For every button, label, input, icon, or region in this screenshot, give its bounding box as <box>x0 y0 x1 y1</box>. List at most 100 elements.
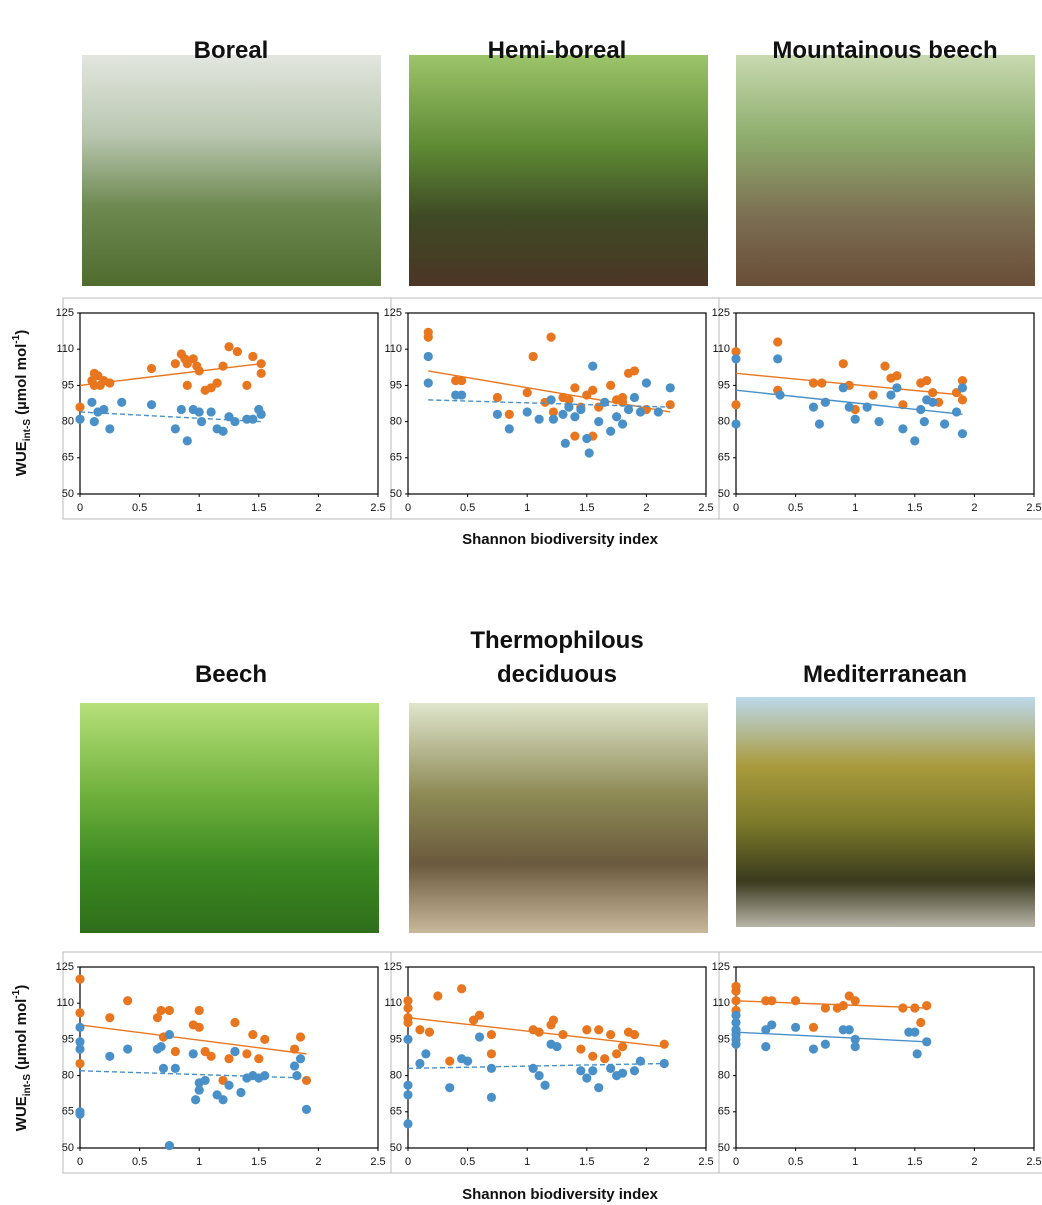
point <box>403 1119 412 1128</box>
point <box>523 388 532 397</box>
x-tick-label: 2.5 <box>370 1156 385 1168</box>
plot: 5065809511012500.511.522.5 <box>384 961 714 1168</box>
point <box>576 1066 585 1075</box>
x-tick-label: 2.5 <box>370 502 385 514</box>
point <box>839 359 848 368</box>
x-tick-label: 1 <box>196 502 202 514</box>
point <box>224 1054 233 1063</box>
point <box>612 1049 621 1058</box>
y-tick-label: 110 <box>384 343 402 355</box>
point <box>910 436 919 445</box>
x-tick-label: 2.5 <box>698 1156 713 1168</box>
point <box>424 378 433 387</box>
point <box>958 395 967 404</box>
point <box>487 1030 496 1039</box>
point <box>403 1090 412 1099</box>
y-tick-label: 65 <box>718 452 730 464</box>
point <box>845 1025 854 1034</box>
point <box>248 415 257 424</box>
y-tick-label: 80 <box>62 1070 74 1082</box>
point <box>75 403 84 412</box>
point <box>886 390 895 399</box>
trend-line <box>80 1071 306 1078</box>
point <box>809 1044 818 1053</box>
point <box>582 1025 591 1034</box>
point <box>851 1042 860 1051</box>
point <box>105 378 114 387</box>
point <box>457 390 466 399</box>
point <box>898 1003 907 1012</box>
point <box>475 1011 484 1020</box>
point <box>952 407 961 416</box>
y-tick-label: 50 <box>62 488 74 500</box>
panel-title: Thermophilous deciduous <box>412 612 702 692</box>
point <box>212 378 221 387</box>
point <box>809 403 818 412</box>
point <box>242 381 251 390</box>
point <box>821 1040 830 1049</box>
panel-title: Beech <box>86 612 376 692</box>
y-tick-label: 110 <box>56 997 74 1009</box>
point <box>302 1076 311 1085</box>
point <box>588 361 597 370</box>
point <box>415 1025 424 1034</box>
point <box>630 366 639 375</box>
y-tick-label: 80 <box>62 416 74 428</box>
point <box>654 407 663 416</box>
point <box>773 354 782 363</box>
page: WUEint-S (µmol mol-1) WUEint-S (µmol mol… <box>0 0 1042 1205</box>
point <box>191 1095 200 1104</box>
point <box>230 417 239 426</box>
point <box>424 352 433 361</box>
x-tick-label: 2 <box>971 1156 977 1168</box>
point <box>165 1030 174 1039</box>
y-label-main: WUE <box>13 1096 30 1131</box>
point <box>421 1049 430 1058</box>
point <box>236 1088 245 1097</box>
point <box>505 424 514 433</box>
point <box>218 427 227 436</box>
x-tick-label: 0.5 <box>788 1156 803 1168</box>
y-tick-label: 65 <box>62 452 74 464</box>
panel-frame <box>719 298 1042 519</box>
panel-title-text: Mediterranean <box>740 658 1030 692</box>
y-label-unit: (µmol mol <box>13 344 30 419</box>
point <box>731 354 740 363</box>
y-label-close: ) <box>13 330 30 335</box>
point <box>845 403 854 412</box>
point <box>913 1049 922 1058</box>
y-tick-label: 65 <box>390 452 402 464</box>
point <box>171 1064 180 1073</box>
point <box>523 407 532 416</box>
panel-title-text: Thermophilous deciduous <box>412 624 702 692</box>
x-tick-label: 2 <box>643 1156 649 1168</box>
point <box>731 400 740 409</box>
x-tick-label: 1.5 <box>579 1156 594 1168</box>
point <box>195 1023 204 1032</box>
point <box>594 1025 603 1034</box>
point <box>117 398 126 407</box>
point <box>618 419 627 428</box>
x-tick-label: 2.5 <box>1026 1156 1041 1168</box>
point <box>248 352 257 361</box>
x-tick-label: 2 <box>971 502 977 514</box>
x-tick-label: 0.5 <box>788 502 803 514</box>
point <box>123 996 132 1005</box>
point <box>540 1081 549 1090</box>
x-tick-label: 2 <box>315 502 321 514</box>
y-tick-label: 110 <box>712 997 730 1009</box>
point <box>535 1071 544 1080</box>
point <box>183 381 192 390</box>
panel-frame <box>391 952 719 1173</box>
point <box>75 1023 84 1032</box>
point <box>920 417 929 426</box>
point <box>403 1003 412 1012</box>
point <box>767 1020 776 1029</box>
point <box>636 407 645 416</box>
panel-title-text: Beech <box>86 658 376 692</box>
point <box>230 1018 239 1027</box>
y-tick-label: 65 <box>390 1106 402 1118</box>
point <box>218 1095 227 1104</box>
x-axis-label: Shannon biodiversity index <box>462 531 659 548</box>
